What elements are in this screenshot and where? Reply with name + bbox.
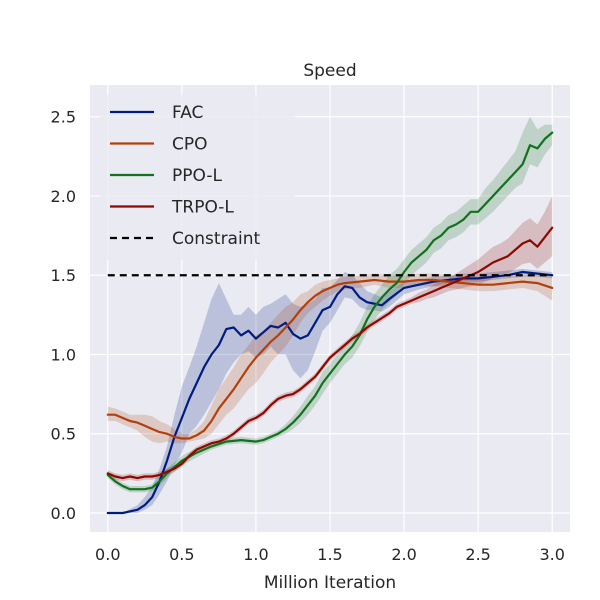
y-tick-labels: 0.0 0.5 1.0 1.5 2.0 2.5 (51, 108, 76, 523)
legend-label-trpo-l: TRPO-L (171, 198, 234, 218)
legend-box (100, 95, 295, 260)
ppo-l-line (106, 131, 554, 491)
x-tick-labels: 0.0 0.5 1.0 1.5 2.0 2.5 3.0 (95, 545, 565, 564)
y-tick-label: 2.5 (51, 108, 76, 127)
x-tick-label: 2.5 (465, 545, 490, 564)
confidence-bands (107, 116, 553, 513)
x-tick-label: 0.0 (95, 545, 120, 564)
legend: FAC CPO PPO-L TRPO-L Constraint (100, 95, 295, 260)
x-tick-label: 2.0 (391, 545, 416, 564)
cpo-confidence-band (107, 273, 553, 444)
y-tick-label: 1.5 (51, 266, 76, 285)
y-tick-label: 2.0 (51, 187, 76, 206)
trpo-l-line (106, 226, 554, 480)
x-tick-label: 1.5 (317, 545, 342, 564)
y-tick-label: 0.0 (51, 504, 76, 523)
legend-label-fac: FAC (172, 103, 203, 123)
series-lines (106, 131, 554, 515)
x-tick-label: 3.0 (539, 545, 564, 564)
chart-title: Speed (303, 61, 356, 81)
x-tick-label: 1.0 (243, 545, 268, 564)
legend-label-constraint: Constraint (172, 229, 260, 249)
y-tick-label: 0.5 (51, 425, 76, 444)
y-tick-label: 1.0 (51, 345, 76, 364)
fac-confidence-band (107, 268, 553, 513)
legend-label-ppo-l: PPO-L (172, 166, 222, 186)
legend-label-cpo: CPO (172, 135, 208, 155)
x-tick-label: 0.5 (169, 545, 194, 564)
cpo-line (106, 278, 554, 440)
x-axis-label: Million Iteration (264, 573, 396, 593)
